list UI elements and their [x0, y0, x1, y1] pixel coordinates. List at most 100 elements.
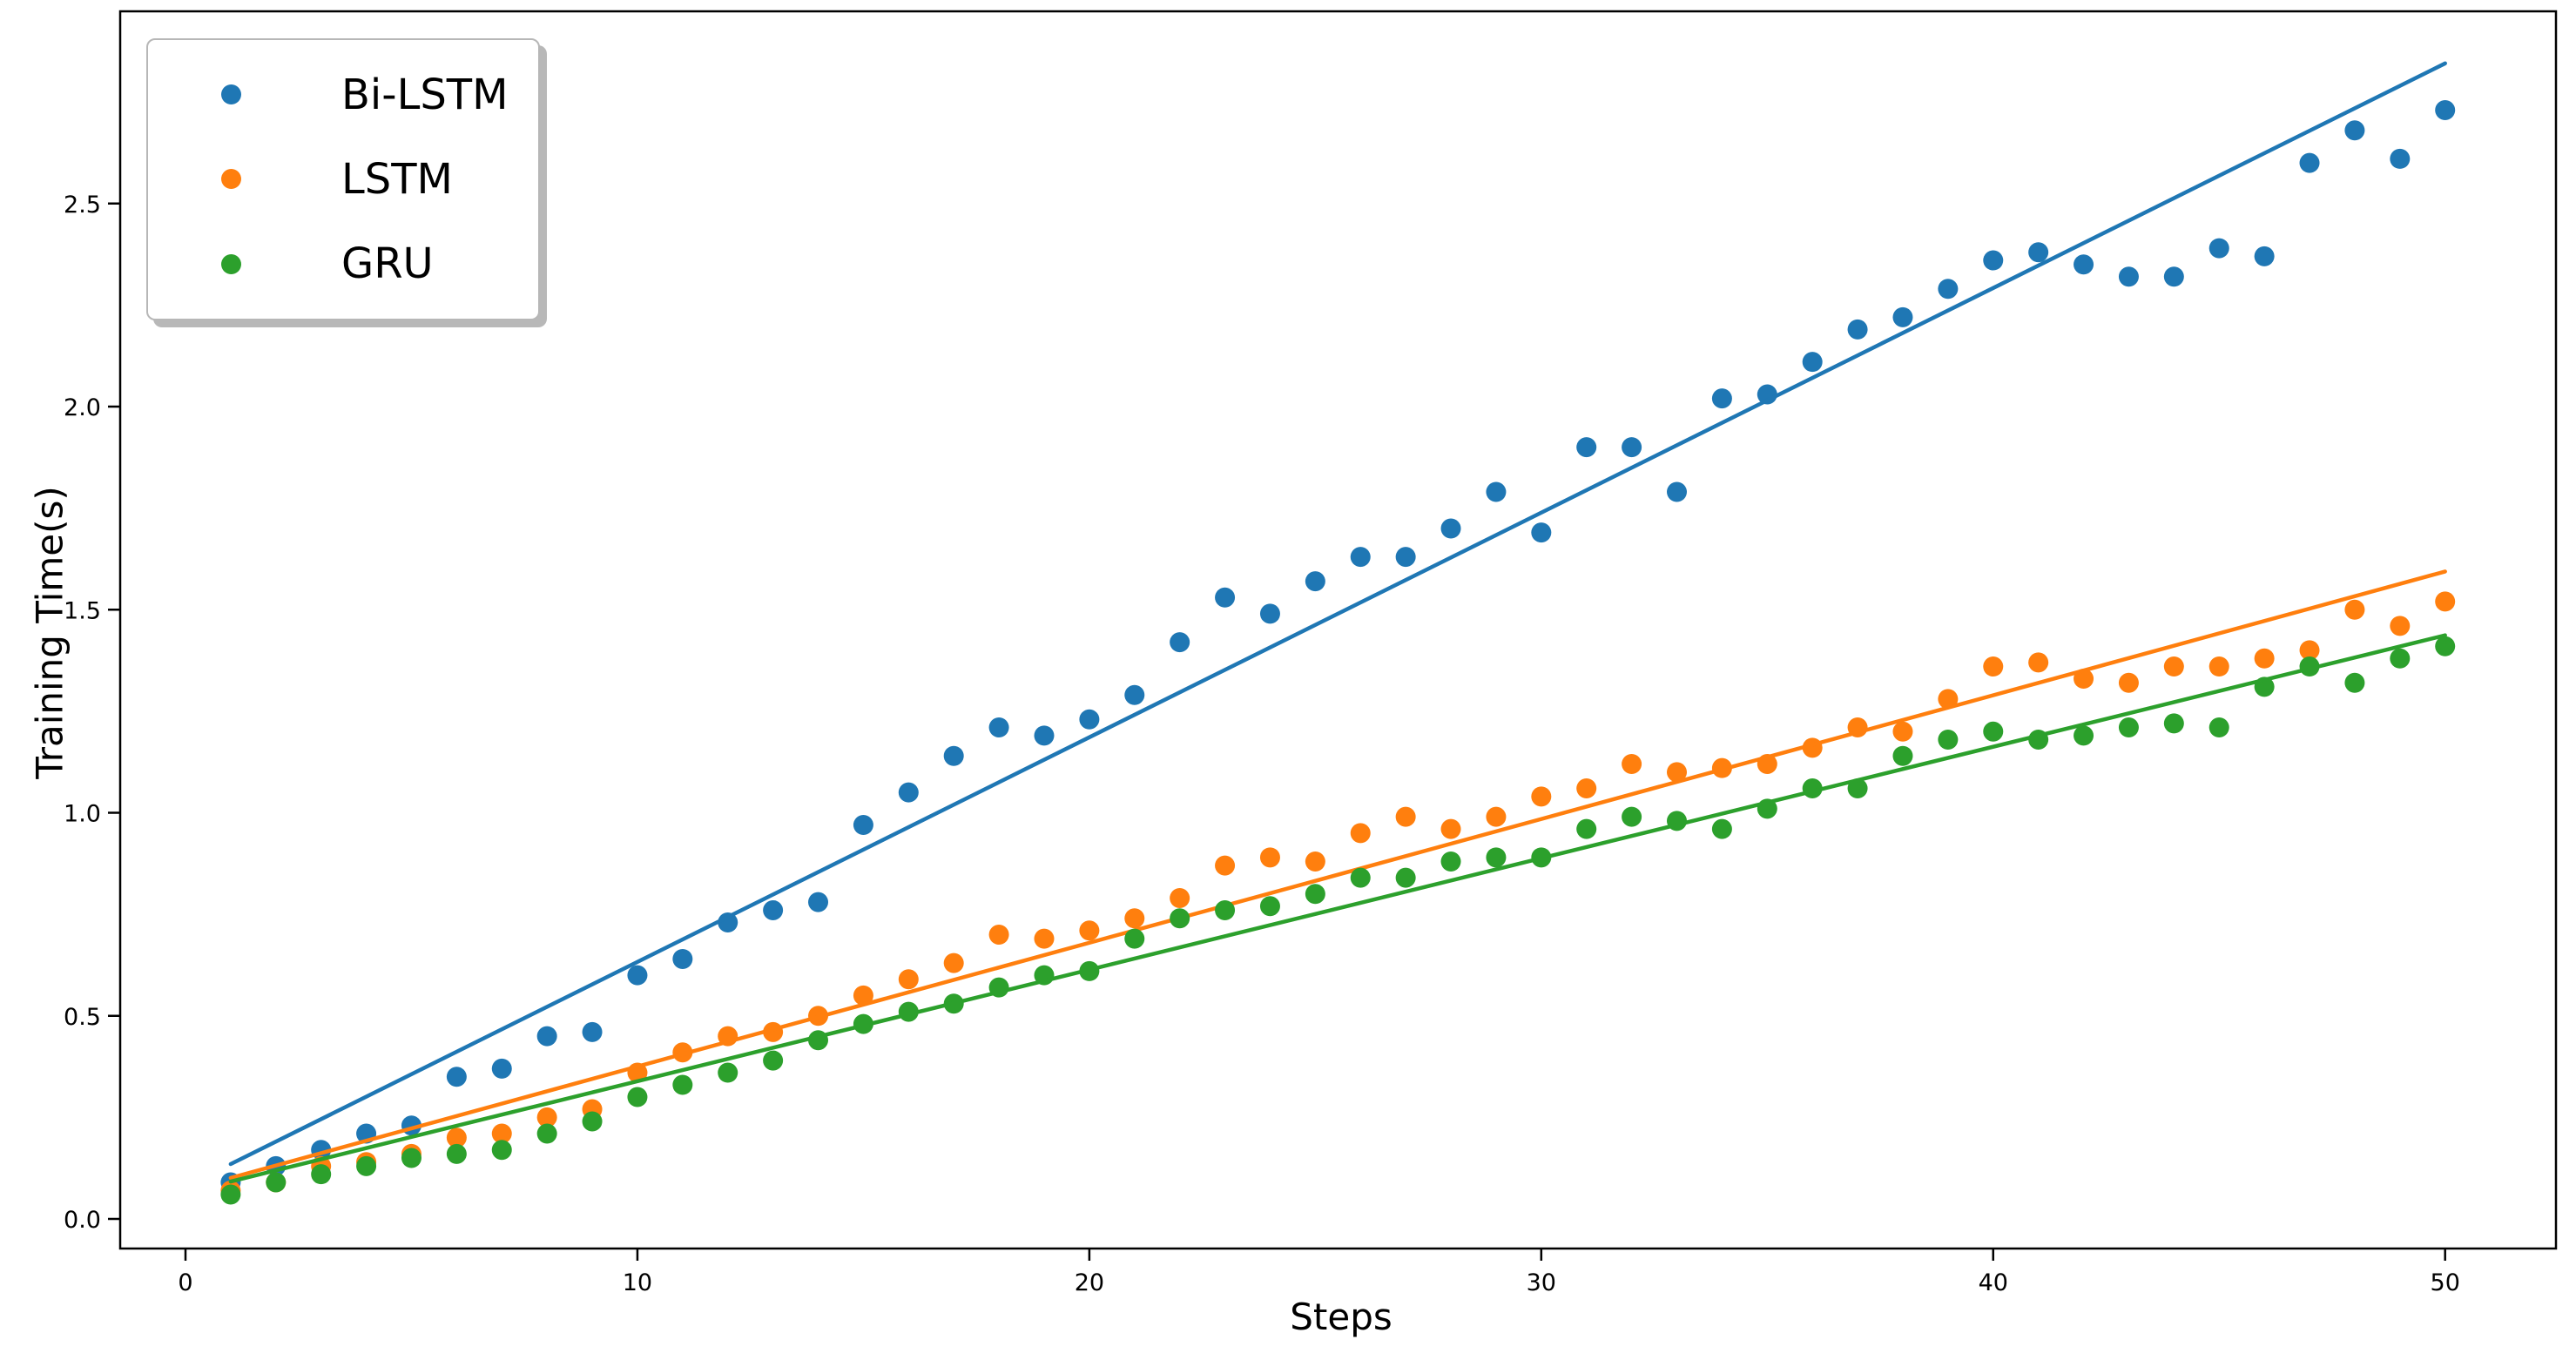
data-point: [1124, 684, 1145, 705]
data-point: [1079, 920, 1100, 941]
data-point: [536, 1107, 557, 1128]
legend-item-bi-lstm[interactable]: Bi-LSTM: [148, 53, 538, 137]
data-point: [853, 985, 873, 1006]
trend-line: [228, 569, 2447, 1181]
x-tick-label: 50: [2431, 1269, 2460, 1296]
plot-border: [118, 10, 2558, 1250]
data-point: [1440, 518, 1461, 539]
data-point: [1305, 884, 1325, 905]
x-tick-label: 30: [1527, 1269, 1556, 1296]
data-point: [2074, 725, 2094, 746]
data-point: [1124, 928, 1145, 949]
data-point: [2299, 152, 2320, 173]
data-point: [2163, 656, 2184, 677]
data-point: [1622, 806, 1642, 827]
data-point: [1711, 388, 1732, 409]
data-point: [1440, 851, 1461, 872]
data-point: [1486, 806, 1507, 827]
legend-item-lstm[interactable]: LSTM: [148, 138, 538, 221]
data-point: [1395, 547, 1416, 568]
data-point: [2208, 238, 2229, 259]
data-point: [2028, 242, 2049, 263]
data-point: [763, 899, 784, 920]
x-tick-label: 0: [178, 1269, 192, 1296]
data-point: [1305, 571, 1325, 592]
trend-line: [228, 61, 2447, 1167]
data-point: [491, 1140, 512, 1161]
data-point: [808, 892, 829, 912]
legend-marker-icon: [221, 169, 241, 190]
data-point: [1170, 887, 1190, 908]
data-point: [2435, 636, 2456, 656]
y-tick-label: 0.5: [64, 1004, 101, 1031]
data-point: [1802, 352, 1823, 373]
data-point: [1983, 250, 2004, 271]
data-point: [1395, 867, 1416, 888]
data-point: [2208, 656, 2229, 677]
x-tick-label: 40: [1979, 1269, 2008, 1296]
legend: Bi-LSTM LSTM GRU: [146, 38, 540, 320]
data-point: [2344, 672, 2365, 693]
data-point: [853, 814, 873, 835]
y-axis-title: Training Time(s): [28, 486, 71, 779]
data-point: [627, 1087, 648, 1107]
data-point: [1938, 730, 1959, 751]
data-point: [1395, 806, 1416, 827]
data-point: [1350, 823, 1371, 844]
data-point: [943, 745, 964, 766]
x-tick-label: 20: [1075, 1269, 1104, 1296]
y-tick-label: 2.5: [64, 192, 101, 219]
data-point: [1440, 818, 1461, 839]
data-point: [1350, 547, 1371, 568]
data-point: [536, 1026, 557, 1047]
data-point: [356, 1155, 377, 1176]
legend-item-gru[interactable]: GRU: [148, 222, 538, 306]
data-point: [2390, 616, 2411, 636]
data-point: [898, 782, 919, 803]
data-point: [1079, 709, 1100, 730]
data-point: [2254, 246, 2275, 266]
data-point: [1711, 818, 1732, 839]
data-point: [446, 1128, 467, 1148]
legend-label: GRU: [341, 239, 434, 289]
legend-label: Bi-LSTM: [341, 70, 509, 119]
data-point: [1215, 587, 1236, 608]
data-point: [1892, 306, 1913, 327]
data-point: [1215, 855, 1236, 876]
data-point: [2299, 640, 2320, 661]
data-point: [898, 969, 919, 990]
data-point: [446, 1143, 467, 1164]
data-point: [2344, 120, 2365, 141]
data-point: [1938, 689, 1959, 710]
data-point: [2118, 717, 2139, 738]
data-point: [2435, 99, 2456, 120]
y-tick-label: 2.0: [64, 394, 101, 421]
data-point: [988, 924, 1009, 945]
data-point: [491, 1123, 512, 1144]
data-point: [1576, 778, 1597, 799]
y-tick-label: 0.0: [64, 1207, 101, 1234]
data-point: [1034, 928, 1055, 949]
data-point: [401, 1148, 421, 1168]
trend-line: [228, 633, 2447, 1184]
data-point: [1983, 656, 2004, 677]
data-point: [1622, 754, 1642, 775]
data-point: [943, 952, 964, 973]
data-point: [582, 1111, 603, 1132]
data-point: [311, 1164, 332, 1185]
data-point: [1259, 603, 1280, 624]
data-point: [536, 1123, 557, 1144]
data-point: [1259, 896, 1280, 917]
data-point: [1170, 632, 1190, 653]
data-point: [1938, 279, 1959, 300]
data-point: [1576, 437, 1597, 458]
data-point: [2118, 672, 2139, 693]
data-point: [266, 1172, 287, 1193]
data-point: [2390, 148, 2411, 169]
data-point: [1576, 818, 1597, 839]
legend-label: LSTM: [341, 154, 453, 204]
data-point: [2208, 717, 2229, 738]
data-point: [1983, 721, 2004, 742]
data-point: [627, 965, 648, 986]
